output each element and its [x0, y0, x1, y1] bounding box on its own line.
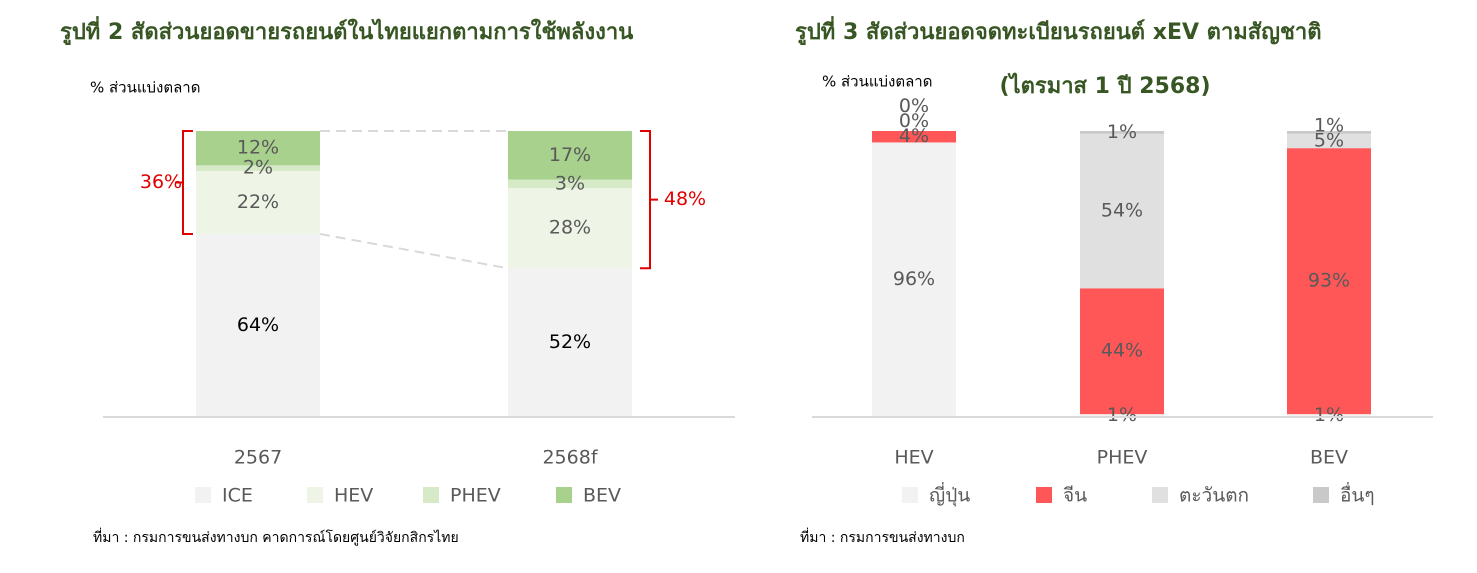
data-label: 0% — [899, 110, 929, 132]
bar-segment — [196, 165, 320, 172]
bar-segment — [872, 142, 956, 417]
x-tick-label: HEV — [894, 447, 933, 469]
data-label: 28% — [549, 217, 591, 239]
x-tick-label: 2567 — [234, 447, 282, 469]
data-label: 1% — [1107, 404, 1137, 426]
legend-marker — [1036, 487, 1052, 503]
data-label: 52% — [549, 331, 591, 353]
y-axis-label: % ส่วนแบ่งตลาด — [90, 79, 200, 97]
annotation: 36% — [140, 171, 182, 193]
data-label: 44% — [1101, 340, 1143, 362]
data-label: 1% — [1107, 121, 1137, 143]
annotation: 48% — [664, 188, 706, 210]
data-label: 1% — [1314, 115, 1344, 137]
legend-label: ญี่ปุ่น — [929, 482, 970, 508]
data-label: 22% — [237, 191, 279, 213]
bar-segment — [508, 131, 632, 180]
bar-segment — [508, 179, 632, 189]
data-label: 4% — [899, 125, 929, 147]
bar-segment — [1080, 414, 1164, 417]
chart-subtitle: (ไตรมาส 1 ปี 2568) — [999, 72, 1210, 99]
bar-segment — [1287, 148, 1371, 415]
data-label: 1% — [1314, 404, 1344, 426]
bar-segment — [1080, 133, 1164, 289]
y-axis-label: % ส่วนแบ่งตลาด — [822, 73, 932, 91]
legend-label: อื่นๆ — [1340, 482, 1375, 507]
connector — [319, 232, 509, 270]
bar-segment — [196, 233, 320, 417]
data-label: 17% — [549, 144, 591, 166]
bar-segment — [1080, 131, 1164, 134]
data-label: 3% — [555, 172, 585, 194]
bar-segment — [1080, 288, 1164, 415]
source-note: ที่มา : กรมการขนส่งทางบก — [800, 528, 965, 546]
chart-title: รูปที่ 3 สัดส่วนยอดจดทะเบียนรถยนต์ xEV ต… — [795, 15, 1322, 46]
bar-segment — [1287, 133, 1371, 149]
legend-label: BEV — [583, 485, 621, 507]
data-label: 96% — [893, 268, 935, 290]
bar-segment — [508, 188, 632, 269]
legend-label: PHEV — [450, 485, 501, 507]
bracket — [175, 130, 193, 235]
legend-marker — [902, 487, 918, 503]
data-label: 5% — [1314, 130, 1344, 152]
bracket — [640, 130, 658, 270]
legend-marker — [1313, 487, 1329, 503]
legend-marker — [423, 487, 439, 503]
bar-segment — [1287, 131, 1371, 134]
legend-label: ตะวันตก — [1179, 485, 1249, 507]
bar-segment — [1287, 414, 1371, 417]
source-note: ที่มา : กรมการขนส่งทางบก คาดการณ์โดยศูนย… — [93, 528, 459, 546]
data-label: 2% — [243, 157, 273, 179]
data-label: 93% — [1308, 270, 1350, 292]
bar-segment — [508, 268, 632, 417]
data-label: 64% — [237, 314, 279, 336]
bar-segment — [196, 171, 320, 234]
data-label: 54% — [1101, 200, 1143, 222]
legend-marker — [307, 487, 323, 503]
bar-segment — [872, 131, 956, 143]
legend-marker — [556, 487, 572, 503]
x-tick-label: PHEV — [1097, 447, 1148, 469]
chart-title: รูปที่ 2 สัดส่วนยอดขายรถยนต์ในไทยแยกตามก… — [60, 15, 633, 46]
data-label: 0% — [899, 95, 929, 117]
legend-marker — [1152, 487, 1168, 503]
legend-label: จีน — [1063, 485, 1087, 507]
legend-label: HEV — [334, 485, 373, 507]
x-tick-label: 2568f — [542, 447, 598, 469]
x-tick-label: BEV — [1310, 447, 1348, 469]
bar-segment — [196, 131, 320, 166]
data-label: 12% — [237, 137, 279, 159]
legend-marker — [195, 487, 211, 503]
legend-label: ICE — [222, 485, 253, 507]
